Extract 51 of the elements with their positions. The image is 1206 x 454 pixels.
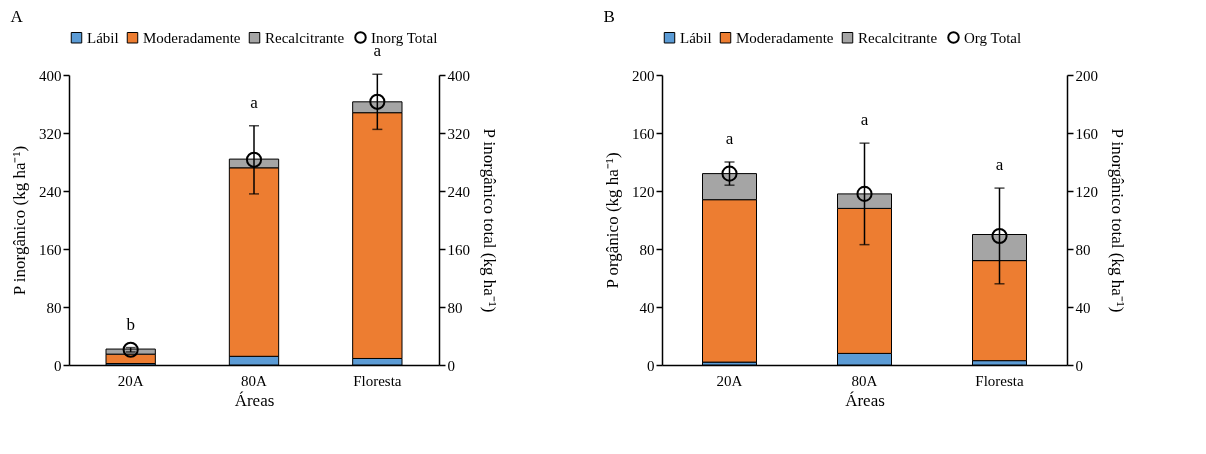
legend-label: Inorg Total [371,29,438,46]
legend-label: Recalcitrante [858,29,938,46]
annotation: a [860,110,869,130]
annotation: a [725,129,734,148]
y-tick-label: 120 [632,183,655,200]
y2-tick-label: 0 [447,357,455,374]
y-tick-label: 400 [39,67,62,84]
y2-tick-label: 0 [1075,357,1083,374]
y-tick-label: 160 [39,241,62,258]
x-tick-label: 80A [851,372,878,389]
y2-tick-label: 240 [447,183,470,200]
y-tick-label: 80 [639,241,655,258]
y2-tick-label: 80 [1075,241,1091,258]
x-tick-label: 20A [117,372,144,389]
y-tick-label: 0 [647,357,655,374]
y-tick-label: 320 [39,125,62,142]
x-axis-title: Áreas [234,390,275,410]
annotation: b [126,314,135,334]
y-axis-title: P orgânico (kg ha⁻¹) [603,152,622,289]
y2-axis-title: P inorgânico total (kg ha⁻¹) [1108,128,1127,313]
y2-tick-label: 160 [1075,125,1098,142]
legend-label: Lábil [680,29,712,46]
y-tick-label: 80 [46,299,62,316]
legend-label: Moderadamente [736,29,834,46]
x-tick-label: Floresta [975,372,1024,389]
y2-tick-label: 200 [1075,67,1098,84]
y-tick-label: 200 [632,67,655,84]
y-tick-label: 0 [54,357,62,374]
y2-tick-label: 320 [447,125,470,142]
x-tick-label: 20A [716,372,743,389]
chart-title: B [603,7,615,26]
chart-title: A [10,7,24,26]
annotation: a [995,155,1004,175]
y2-axis-title: P inorgânico total (kg ha⁻¹) [480,128,499,313]
x-axis-title: Áreas [845,390,885,410]
annotation: a [250,92,259,112]
y2-tick-label: 40 [1075,299,1091,316]
legend-label: Moderadamente [143,29,241,46]
y-axis-title: P inorgânico (kg ha⁻¹) [10,145,29,296]
legend-label: Recalcitrante [265,29,345,46]
x-tick-label: 80A [241,372,268,389]
legend-label: Lábil [87,29,119,46]
y2-tick-label: 120 [1075,183,1098,200]
y-tick-label: 160 [632,125,655,142]
y-tick-label: 240 [39,183,62,200]
x-tick-label: Floresta [353,372,402,389]
y2-tick-label: 400 [447,67,470,84]
y-tick-label: 40 [639,299,655,316]
y2-tick-label: 160 [447,241,470,258]
legend-label: Org Total [964,29,1022,46]
y2-tick-label: 80 [447,299,463,316]
